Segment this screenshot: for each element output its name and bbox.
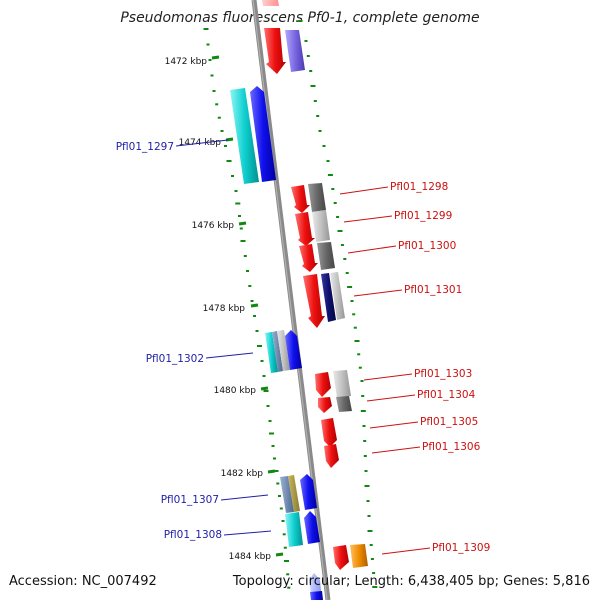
tick-1482: 1482 kbp: [221, 469, 276, 479]
gene-label-1300[interactable]: Pfl01_1300: [347, 240, 456, 254]
gene-arrow-1300-red: [299, 244, 318, 272]
gene-arrow-1305-red: [321, 418, 337, 447]
gene-label-1304[interactable]: Pfl01_1304: [366, 389, 476, 402]
svg-text:Pfl01_1303: Pfl01_1303: [414, 368, 472, 380]
svg-text:Pfl01_1304: Pfl01_1304: [417, 389, 476, 401]
svg-text:Pfl01_1305: Pfl01_1305: [420, 416, 478, 428]
gene-arrow-1298-gray: [308, 183, 326, 212]
svg-text:1472 kbp: 1472 kbp: [165, 57, 208, 67]
gene-arrow-1309-orange: [350, 544, 368, 568]
gene-arrow-1307-blue: [300, 474, 317, 510]
gene-arrow-top-red: [264, 28, 286, 74]
gene-arrow-1299-gray: [312, 210, 330, 242]
svg-text:1484 kbp: 1484 kbp: [229, 552, 272, 562]
gene-arrow-1301-silver: [330, 272, 345, 320]
gene-label-1299[interactable]: Pfl01_1299: [343, 210, 452, 223]
gene-label-1297[interactable]: Pfl01_1297: [116, 139, 229, 153]
gene-arrow-top-lavender: [285, 30, 305, 72]
svg-text:Pfl01_1297: Pfl01_1297: [116, 141, 174, 153]
gene-arrow-1300-gray: [317, 242, 335, 270]
gene-arrow-bottom-blue: [310, 591, 323, 600]
gene-arrow-1303-gray: [333, 370, 351, 398]
tick-1480: 1480 kbp: [214, 386, 269, 396]
tick-1476: 1476 kbp: [192, 221, 247, 231]
gene-arrow-1304-gray: [336, 396, 352, 412]
gene-label-1301[interactable]: Pfl01_1301: [353, 284, 462, 297]
gene-arrow-1302-gray: [277, 330, 290, 371]
gene-arrow-1297-blue: [250, 86, 276, 182]
topology-text: Topology: circular; Length: 6,438,405 bp…: [232, 574, 590, 589]
right-gc-track: [297, 20, 378, 588]
gene-arrow-1301-navy: [321, 273, 336, 322]
gene-arrow-1309-red: [333, 545, 349, 570]
gene-arrow-1302-steel: [272, 331, 283, 372]
svg-text:Pfl01_1300: Pfl01_1300: [398, 240, 456, 252]
svg-text:Pfl01_1307: Pfl01_1307: [161, 494, 219, 506]
svg-text:Pfl01_1298: Pfl01_1298: [390, 181, 448, 193]
gene-arrow-1306-red: [324, 444, 339, 468]
gene-arrow-1299-red: [295, 212, 315, 246]
gene-label-1309[interactable]: Pfl01_1309: [381, 542, 490, 555]
gene-arrow-1298-red: [291, 185, 310, 213]
gene-arrow-1297-cyan: [230, 88, 259, 184]
gene-label-1303[interactable]: Pfl01_1303: [363, 368, 472, 381]
gene-label-1306[interactable]: Pfl01_1306: [371, 441, 481, 454]
tick-1484: 1484 kbp: [229, 552, 284, 562]
gene-arrow-1304-red: [318, 397, 332, 413]
gene-arrow-1308-cyan: [285, 512, 303, 547]
svg-text:Pfl01_1299: Pfl01_1299: [394, 210, 452, 222]
gene-label-1302[interactable]: Pfl01_1302: [146, 352, 254, 365]
gene-label-1305[interactable]: Pfl01_1305: [369, 416, 478, 429]
svg-text:1480 kbp: 1480 kbp: [214, 386, 257, 396]
tick-1472: 1472 kbp: [165, 55, 220, 67]
map-title: Pseudomonas fluorescens Pf0-1, complete …: [120, 10, 480, 26]
gene-arrow-1301-red: [303, 274, 325, 328]
tick-1478: 1478 kbp: [203, 303, 259, 314]
svg-text:Pfl01_1301: Pfl01_1301: [404, 284, 462, 296]
svg-text:Pfl01_1306: Pfl01_1306: [422, 441, 481, 453]
gene-label-1308[interactable]: Pfl01_1308: [164, 529, 272, 541]
gene-label-1307[interactable]: Pfl01_1307: [161, 494, 269, 506]
svg-text:1478 kbp: 1478 kbp: [203, 304, 246, 314]
left-gc-track: [203, 28, 291, 589]
svg-text:Pfl01_1309: Pfl01_1309: [432, 542, 490, 554]
svg-text:Pfl01_1308: Pfl01_1308: [164, 529, 222, 541]
gene-arrow-1308-blue: [304, 511, 320, 544]
gene-arrow-1302-cyan: [265, 332, 278, 373]
svg-text:Pfl01_1302: Pfl01_1302: [146, 353, 204, 365]
gene-arrow-1302-blue: [285, 330, 302, 370]
gene-arrow-1303-red: [315, 372, 331, 397]
gene-arrow-1307-steel: [280, 476, 294, 513]
gene-label-1298[interactable]: Pfl01_1298: [339, 181, 448, 195]
svg-text:1482 kbp: 1482 kbp: [221, 469, 264, 479]
gene-arrow-top-pink: [262, 0, 279, 6]
gene-arrow-1307-olive: [288, 475, 300, 512]
svg-text:1476 kbp: 1476 kbp: [192, 221, 235, 231]
accession-text: Accession: NC_007492: [9, 574, 157, 589]
